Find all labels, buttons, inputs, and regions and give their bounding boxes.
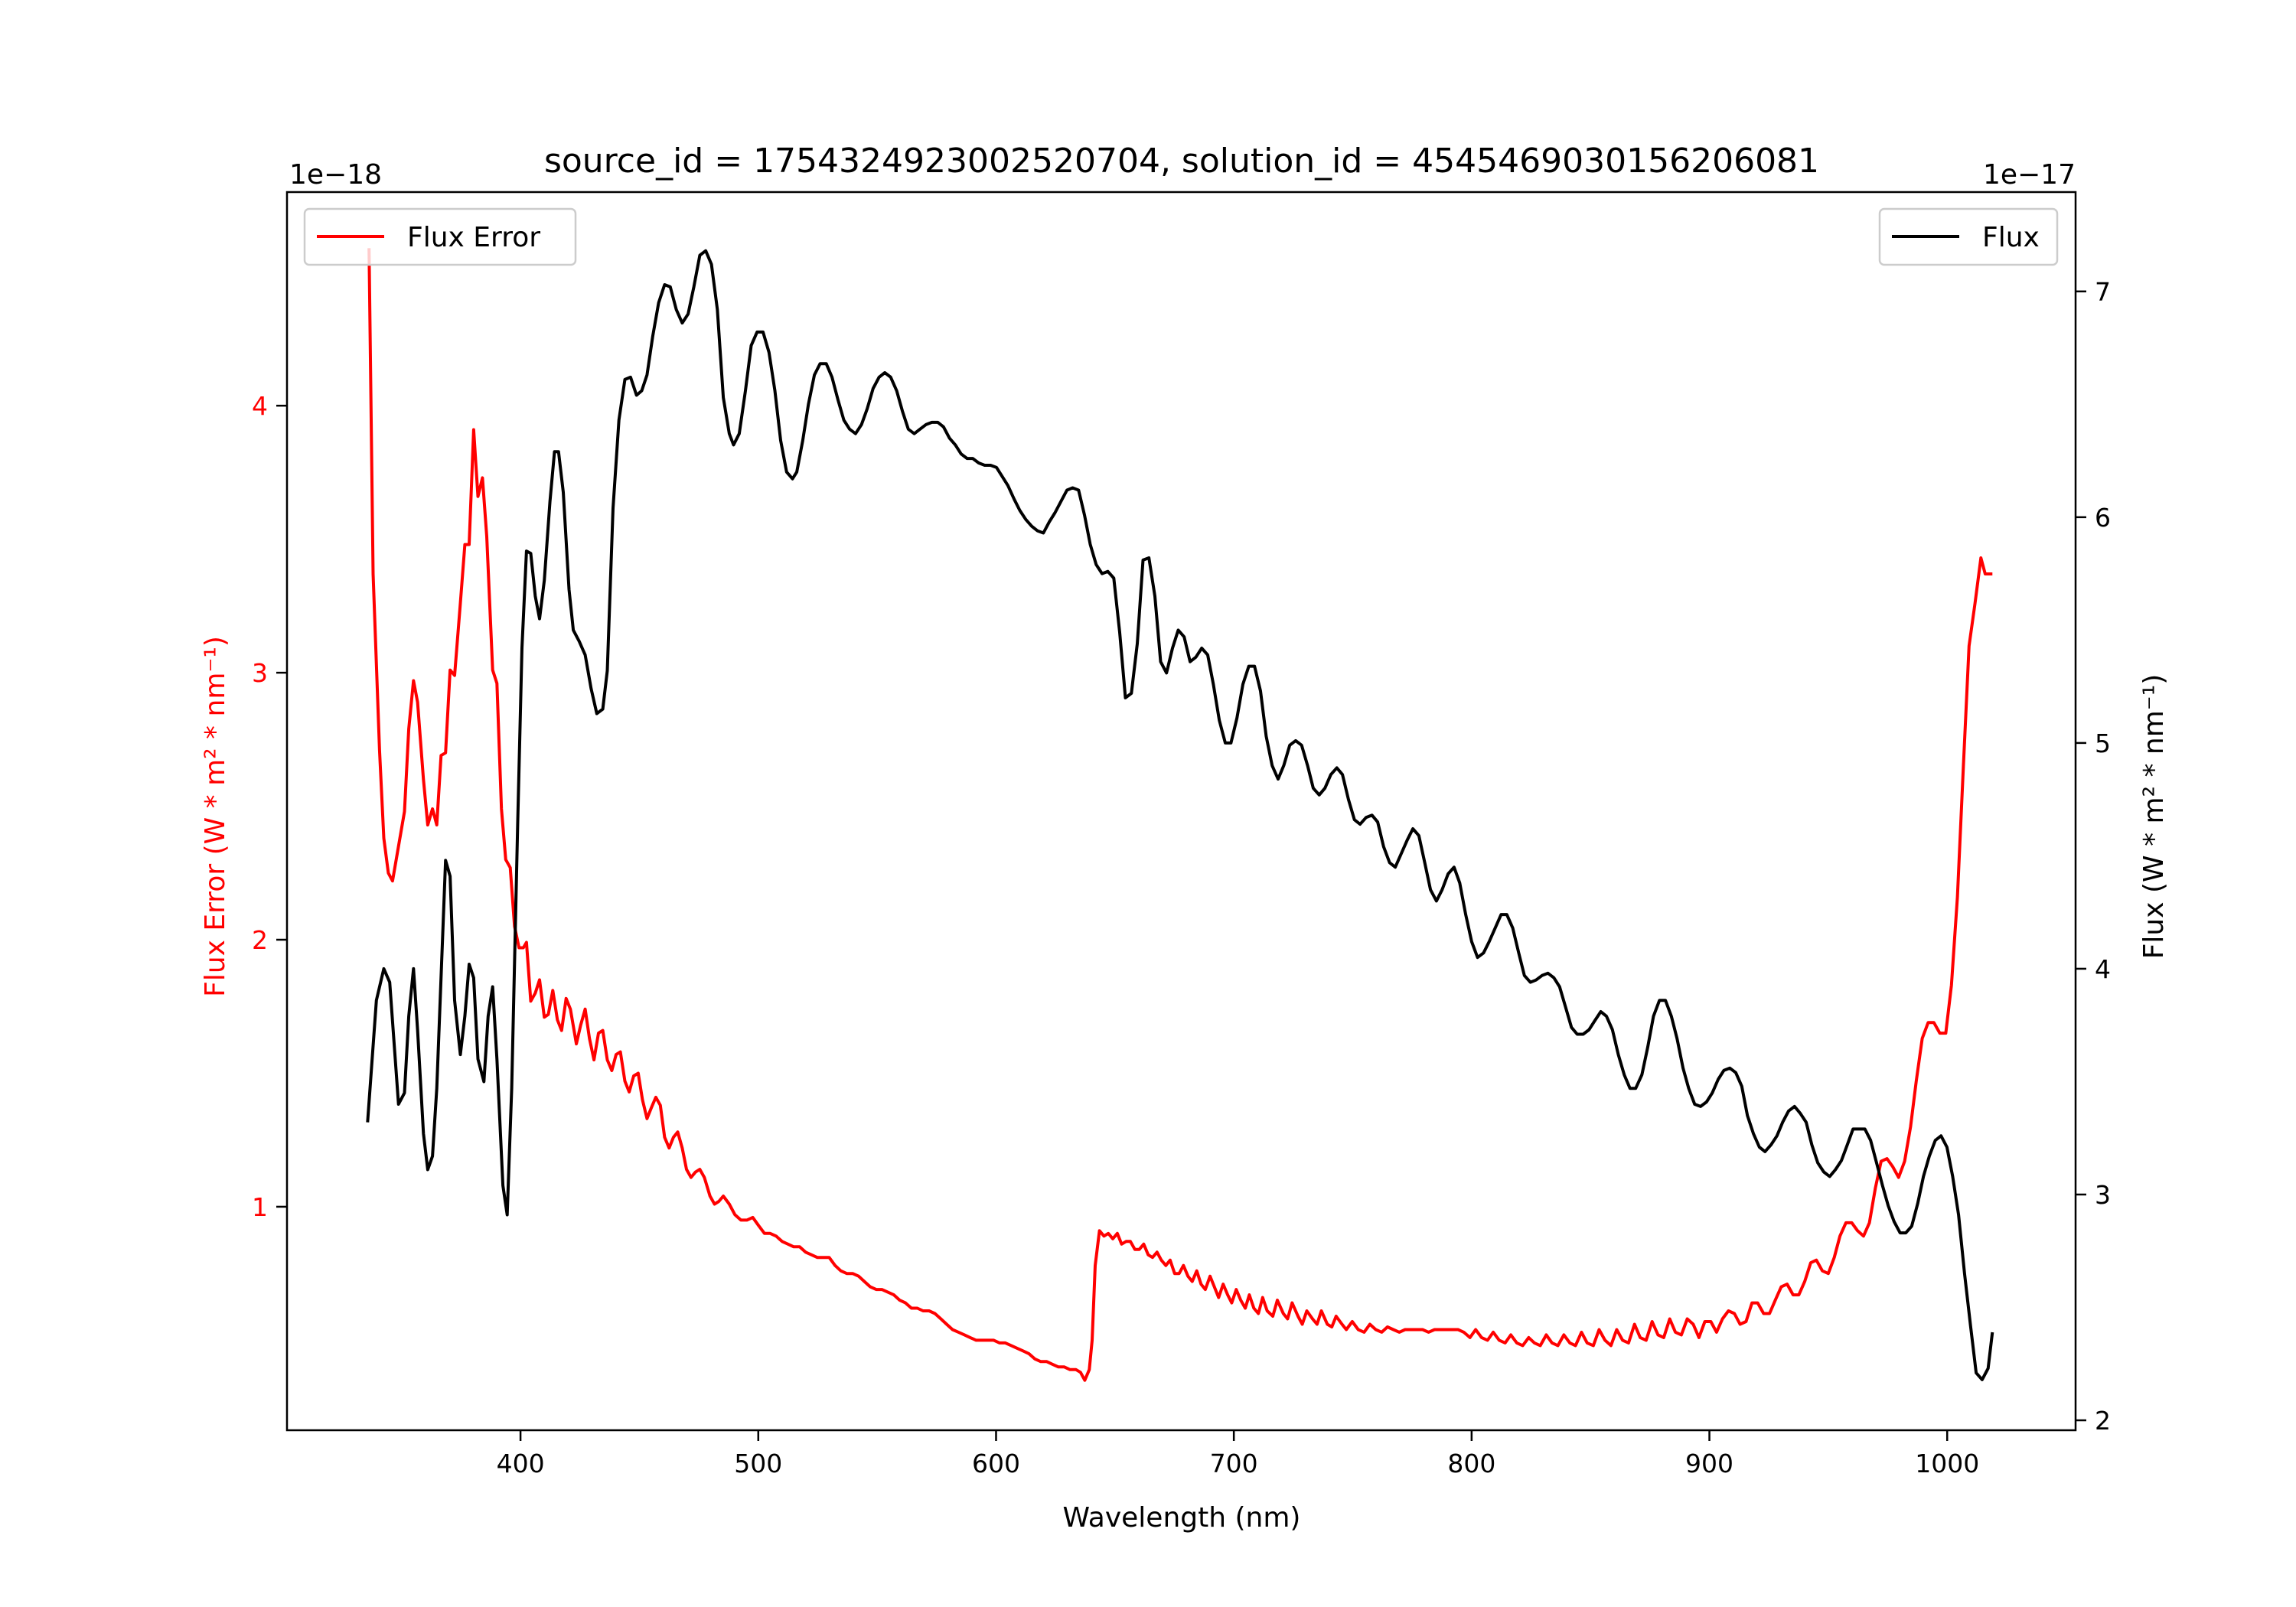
legend-box <box>303 207 577 266</box>
chart-title: source_id = 1754324923002520704, solutio… <box>544 142 1819 181</box>
left-y-tick-label: 3 <box>252 658 268 688</box>
left-y-axis-label: Flux Error (W * m² * nm⁻¹) <box>200 636 231 997</box>
left-y-tick-label: 2 <box>252 925 268 955</box>
series-line-flux <box>366 249 1994 1381</box>
legend-flux: Flux <box>1878 207 2059 266</box>
x-tick-label: 900 <box>1685 1449 1733 1478</box>
right-y-tick-label: 2 <box>2095 1406 2111 1436</box>
x-tick-label: 800 <box>1447 1449 1495 1478</box>
x-tick-label: 400 <box>497 1449 545 1478</box>
x-tick-label: 1000 <box>1915 1449 1979 1478</box>
right-axis-offset-text: 1e−17 <box>1983 159 2076 191</box>
series-line-flux-error <box>367 248 1993 1382</box>
right-y-tick-label: 4 <box>2095 954 2111 984</box>
plot-frame <box>285 191 2077 1432</box>
right-y-tick-label: 7 <box>2095 277 2111 307</box>
ticks-layer: 400 500 600 700 800 900 1000 1 2 3 4 2 3 4 5 6 7 <box>252 277 2111 1478</box>
legend-flux-error: Flux Error <box>303 207 577 266</box>
right-y-axis-label: Flux (W * m² * nm⁻¹) <box>2138 674 2170 960</box>
legend-label-flux: Flux <box>1982 222 2040 253</box>
x-tick-label: 700 <box>1210 1449 1258 1478</box>
left-axis-offset-text: 1e−18 <box>289 159 382 191</box>
right-y-tick-label: 6 <box>2095 503 2111 533</box>
right-y-tick-label: 5 <box>2095 729 2111 758</box>
x-axis-label: Wavelength (nm) <box>1063 1502 1301 1534</box>
left-y-tick-label: 1 <box>252 1192 268 1222</box>
legend-box <box>1878 207 2059 266</box>
x-tick-label: 600 <box>972 1449 1020 1478</box>
series-layer <box>366 248 1994 1382</box>
right-y-tick-label: 3 <box>2095 1180 2111 1210</box>
legend-label-flux-error: Flux Error <box>407 222 540 253</box>
left-y-tick-label: 4 <box>252 391 268 421</box>
x-tick-label: 500 <box>734 1449 782 1478</box>
